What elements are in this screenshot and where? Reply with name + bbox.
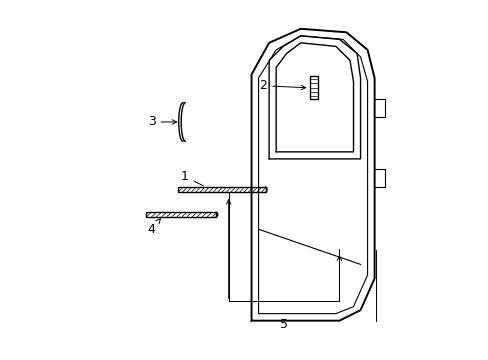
Polygon shape: [309, 76, 318, 99]
Polygon shape: [177, 187, 265, 192]
Text: 2: 2: [259, 79, 305, 92]
Text: 1: 1: [181, 170, 203, 186]
Polygon shape: [146, 212, 216, 217]
Text: 3: 3: [147, 116, 176, 129]
Text: 4: 4: [147, 219, 160, 236]
Text: 5: 5: [280, 318, 287, 331]
